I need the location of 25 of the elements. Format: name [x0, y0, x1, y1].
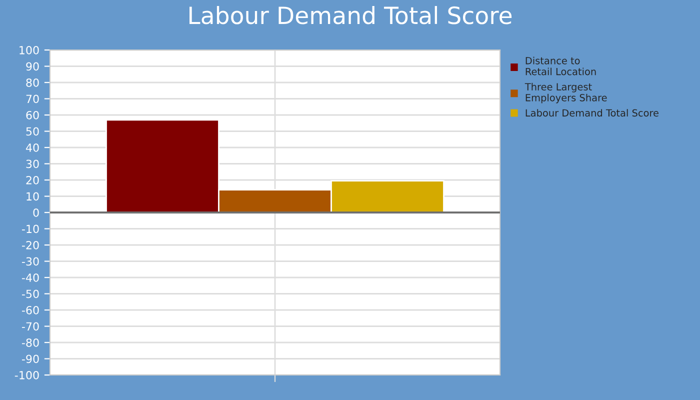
y-tick-label: 50 — [26, 127, 39, 136]
y-tick-label: -30 — [22, 257, 39, 266]
y-tick-label: 70 — [26, 94, 39, 104]
y-tick-label: 10 — [26, 192, 39, 201]
y-tick-label: -50 — [22, 290, 39, 298]
y-tick-label: 20 — [26, 176, 39, 184]
y-tick-label: 60 — [26, 110, 39, 120]
y-tick-label: 30 — [26, 160, 39, 168]
y-tick-label: -90 — [22, 354, 39, 364]
y-tick-label: -100 — [14, 370, 39, 380]
y-tick-label: -80 — [22, 338, 39, 347]
y-tick-label: -40 — [22, 273, 39, 282]
y-tick-label: 80 — [26, 78, 39, 87]
legend-label: Three Largest Employers Share — [524, 82, 607, 104]
y-tick-label: -10 — [22, 224, 39, 234]
chart-title: Labour Demand Total Score — [190, 6, 512, 24]
y-tick-label: 40 — [26, 143, 39, 152]
y-tick-label: 100 — [20, 46, 39, 54]
y-tick-label: 0 — [33, 208, 39, 217]
legend-label: Labour Demand Total Score — [526, 109, 658, 117]
y-tick-label: -20 — [22, 240, 39, 250]
y-tick-label: 90 — [26, 62, 39, 71]
y-tick-label: -70 — [22, 322, 39, 331]
legend-label: Distance to Retail Location — [526, 56, 596, 76]
y-tick-label: -60 — [22, 306, 39, 314]
